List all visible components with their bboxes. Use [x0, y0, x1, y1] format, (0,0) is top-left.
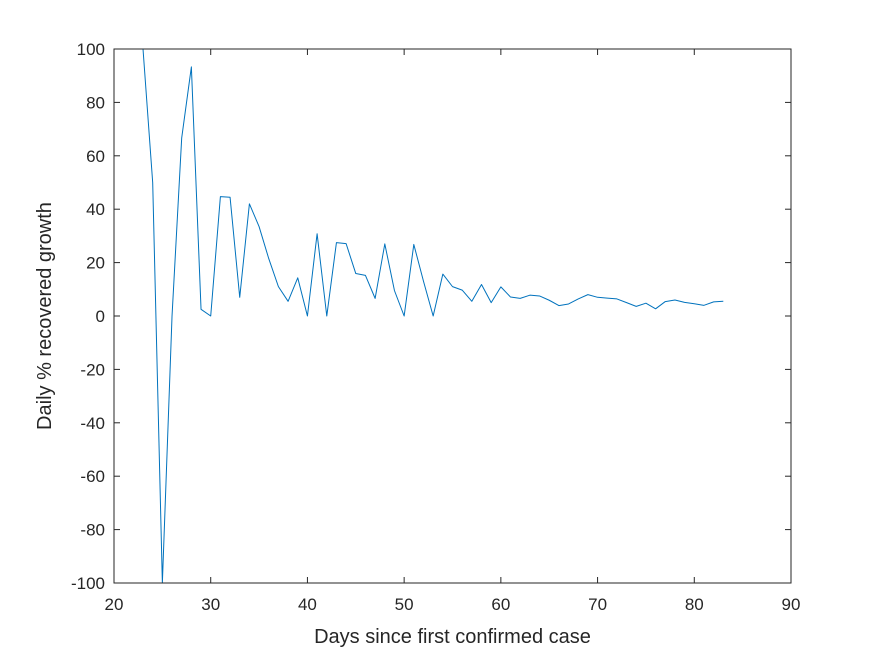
data-point	[171, 315, 172, 316]
data-point	[462, 290, 463, 291]
data-point	[568, 303, 569, 304]
data-point	[723, 301, 724, 302]
data-point	[229, 197, 230, 198]
data-point	[549, 300, 550, 301]
data-point	[307, 315, 308, 316]
data-point	[636, 306, 637, 307]
x-tick-label: 80	[685, 595, 704, 614]
y-tick-label: 100	[77, 40, 105, 59]
data-point	[452, 286, 453, 287]
data-point	[384, 243, 385, 244]
data-point	[471, 301, 472, 302]
data-point	[491, 302, 492, 303]
data-point	[200, 309, 201, 310]
data-point	[355, 273, 356, 274]
data-point	[529, 295, 530, 296]
x-tick-label: 50	[395, 595, 414, 614]
data-point	[220, 196, 221, 197]
data-point	[317, 233, 318, 234]
x-tick-label: 70	[588, 595, 607, 614]
data-point	[258, 226, 259, 227]
data-point	[181, 137, 182, 138]
y-tick-label: -100	[71, 574, 105, 593]
data-point	[694, 303, 695, 304]
data-point	[210, 315, 211, 316]
data-point	[655, 308, 656, 309]
y-tick-label: 0	[96, 307, 105, 326]
data-point	[539, 295, 540, 296]
data-point	[597, 297, 598, 298]
x-axis-label: Days since first confirmed case	[314, 626, 591, 648]
data-point	[578, 298, 579, 299]
data-point	[500, 286, 501, 287]
data-point	[249, 203, 250, 204]
data-point	[346, 243, 347, 244]
data-point	[375, 298, 376, 299]
data-point	[510, 296, 511, 297]
data-point	[587, 294, 588, 295]
data-point	[336, 242, 337, 243]
series-line	[142, 48, 724, 584]
data-point	[413, 244, 414, 245]
data-point	[433, 315, 434, 316]
data-point	[558, 305, 559, 306]
data-point	[645, 303, 646, 304]
y-tick-label: 80	[86, 93, 105, 112]
x-tick-label: 40	[298, 595, 317, 614]
data-point	[239, 297, 240, 298]
data-point	[520, 298, 521, 299]
data-point	[404, 315, 405, 316]
y-tick-label: -20	[80, 360, 105, 379]
y-tick-label: 60	[86, 147, 105, 166]
y-tick-label: 40	[86, 200, 105, 219]
data-point	[278, 286, 279, 287]
data-point	[674, 299, 675, 300]
data-point	[607, 298, 608, 299]
y-tick-label: -80	[80, 521, 105, 540]
data-point	[394, 290, 395, 291]
y-axis-label: Daily % recovered growth	[34, 202, 56, 430]
x-tick-label: 20	[105, 595, 124, 614]
data-point	[287, 301, 288, 302]
y-tick-label: 20	[86, 254, 105, 273]
plot-frame	[113, 48, 792, 584]
data-point	[684, 302, 685, 303]
data-point	[481, 284, 482, 285]
x-tick-label: 30	[201, 595, 220, 614]
data-point	[703, 305, 704, 306]
data-point	[152, 182, 153, 183]
y-tick-label: -40	[80, 414, 105, 433]
y-tick-label: -60	[80, 467, 105, 486]
x-tick-label: 90	[782, 595, 801, 614]
data-point	[423, 281, 424, 282]
x-tick-label: 60	[491, 595, 510, 614]
data-point	[713, 301, 714, 302]
plot-area	[114, 49, 791, 583]
data-point	[326, 315, 327, 316]
series-layer	[142, 48, 724, 584]
data-point	[442, 273, 443, 274]
y-axis-ticks: -100 -80 -60 -40 -20 0 20 40 60 80 100	[71, 40, 791, 593]
data-point	[365, 275, 366, 276]
x-axis-ticks: 20 30 40 50 60 70 80 90	[105, 49, 801, 614]
data-point	[616, 298, 617, 299]
data-point	[268, 258, 269, 259]
data-point	[665, 301, 666, 302]
data-point	[626, 302, 627, 303]
data-point	[191, 66, 192, 67]
data-point	[297, 277, 298, 278]
